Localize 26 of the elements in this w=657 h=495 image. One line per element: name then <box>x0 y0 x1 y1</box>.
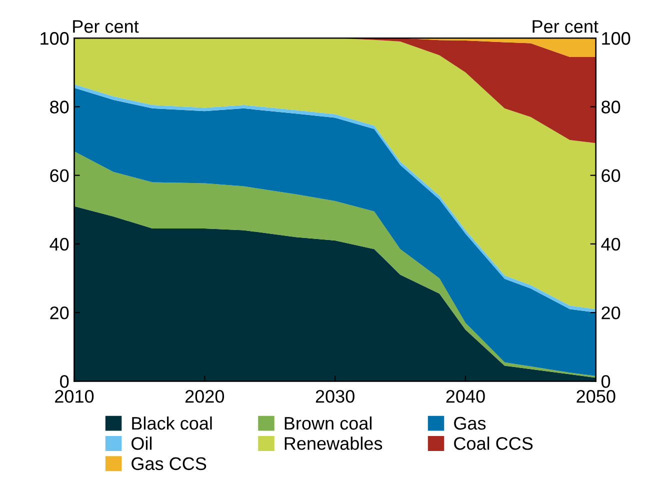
y2-axis-title: Per cent <box>532 20 598 33</box>
x-tick-label: 2010 <box>55 390 94 403</box>
legend-label: Brown coal <box>284 416 372 430</box>
legend-label: Gas CCS <box>132 457 206 470</box>
y2-tick-label: 40 <box>601 238 620 251</box>
y2-tick-label: 20 <box>602 306 620 320</box>
y2-tick-label: 100 <box>602 32 630 45</box>
legend-label: Black coal <box>132 416 212 430</box>
y2-tick-label: 60 <box>602 169 620 182</box>
y-tick-label: 80 <box>50 100 69 114</box>
legend-label: Gas <box>454 416 486 430</box>
y-axis-title: Per cent <box>73 20 139 33</box>
legend-label: Renewables <box>284 436 382 450</box>
y-tick-label: 0 <box>60 375 69 388</box>
y2-tick-label: 80 <box>602 100 620 114</box>
x-tick-label: 2020 <box>185 390 224 403</box>
x-tick-label: 2040 <box>446 390 485 403</box>
y-tick-label: 100 <box>40 32 69 45</box>
legend-label: Oil <box>132 436 152 450</box>
y-tick-label: 20 <box>50 306 69 320</box>
x-tick-label: 2050 <box>576 390 616 403</box>
x-tick-label: 2030 <box>316 390 354 403</box>
legend-label: Coal CCS <box>454 436 533 450</box>
y2-tick-label: 0 <box>601 375 610 388</box>
y-tick-label: 60 <box>50 169 69 182</box>
y-tick-label: 40 <box>50 238 69 251</box>
